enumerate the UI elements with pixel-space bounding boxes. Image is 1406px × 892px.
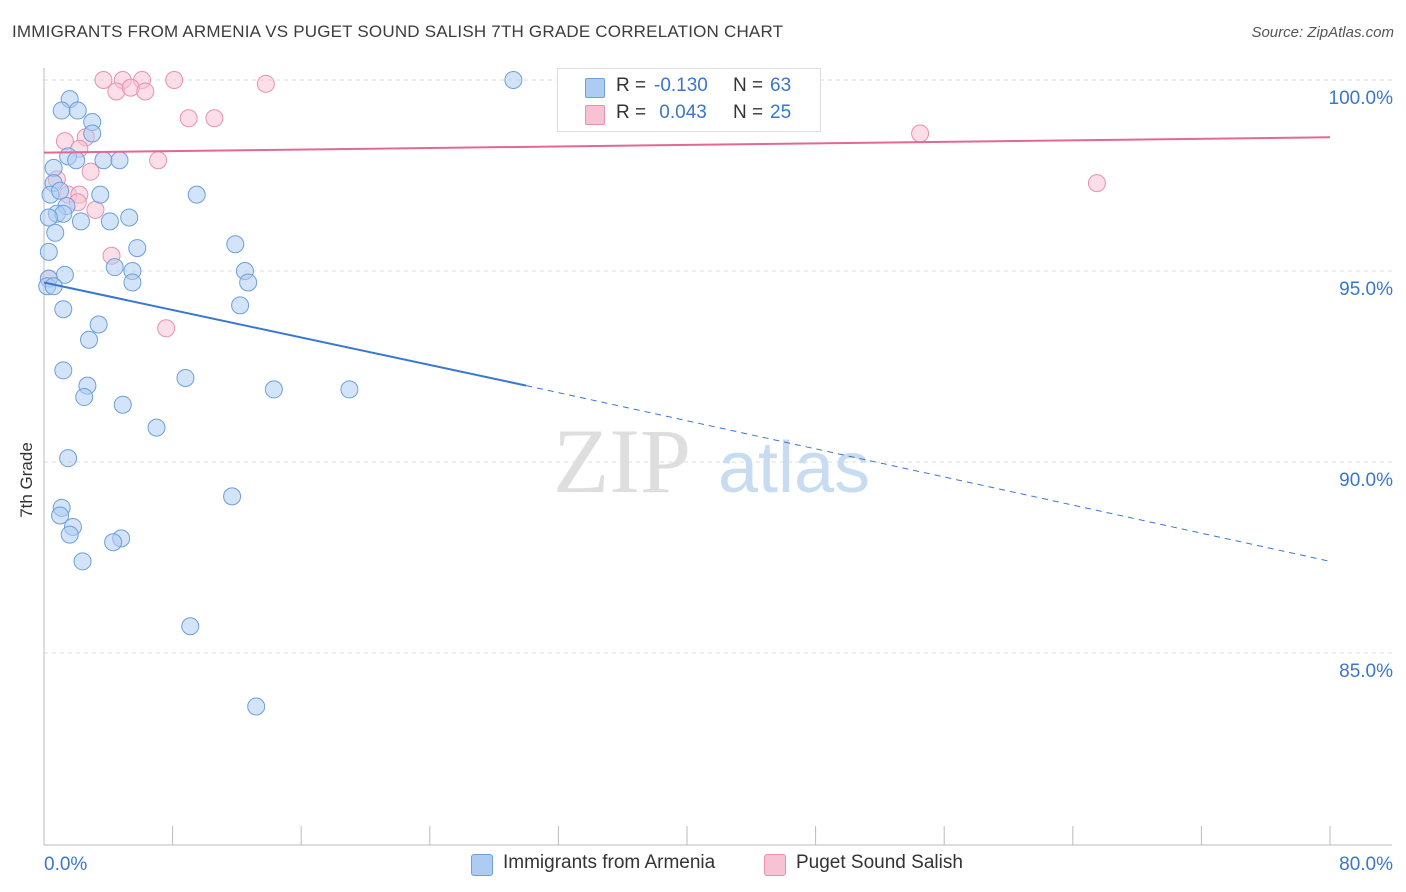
- data-point-pink: [86, 200, 105, 219]
- data-point-pink: [94, 71, 113, 89]
- bottom-legend-label-pink: Puget Sound Salish: [796, 852, 963, 873]
- data-point-blue: [128, 239, 147, 258]
- data-point-pink: [149, 151, 168, 170]
- data-point-blue: [91, 185, 110, 204]
- data-point-blue: [39, 208, 58, 227]
- data-point-blue: [264, 380, 283, 399]
- data-point-pink: [911, 124, 930, 143]
- blue-series-points: [38, 71, 523, 716]
- x-tick-label-max: 80.0%: [1339, 854, 1393, 875]
- data-point-blue: [110, 151, 129, 170]
- source-label: Source: ZipAtlas.com: [1251, 24, 1394, 41]
- watermark-atlas: atlas: [718, 428, 870, 508]
- data-point-blue: [83, 124, 102, 143]
- data-point-blue: [60, 525, 79, 544]
- data-point-blue: [46, 223, 65, 242]
- bottom-legend-swatch-pink: [764, 854, 786, 876]
- data-point-blue: [226, 235, 245, 254]
- data-point-blue: [147, 418, 166, 437]
- legend-n-value: 63: [770, 75, 792, 96]
- data-point-blue: [105, 258, 124, 277]
- data-point-blue: [54, 361, 73, 380]
- data-point-blue: [120, 208, 139, 227]
- trend-line-blue-extension: [526, 385, 1331, 562]
- data-point-pink: [1087, 174, 1106, 193]
- legend-n-value: 25: [770, 102, 792, 123]
- watermark: ZIP atlas: [553, 410, 870, 512]
- data-point-blue: [73, 552, 92, 571]
- data-point-blue: [181, 617, 200, 636]
- data-point-pink: [256, 74, 275, 93]
- chart-title: IMMIGRANTS FROM ARMENIA VS PUGET SOUND S…: [12, 22, 784, 41]
- trend-lines: [43, 136, 1331, 562]
- data-point-blue: [104, 533, 123, 552]
- data-point-blue: [504, 71, 523, 89]
- data-point-blue: [71, 212, 90, 231]
- gridlines: [44, 79, 1392, 654]
- data-point-blue: [54, 300, 73, 319]
- data-point-blue: [44, 158, 63, 177]
- y-axis-label: 7th Grade: [17, 442, 36, 518]
- data-point-blue: [340, 380, 359, 399]
- data-point-blue: [123, 273, 142, 292]
- bottom-legend-swatch-blue: [471, 854, 493, 876]
- trend-line-blue: [43, 281, 527, 387]
- data-point-blue: [113, 395, 132, 414]
- legend-n-label: N =: [733, 102, 764, 123]
- data-point-blue: [100, 212, 119, 231]
- data-point-blue: [247, 697, 266, 716]
- legend-r-value: -0.130: [654, 75, 708, 96]
- y-tick-label: 95.0%: [1339, 279, 1393, 300]
- trend-line-pink: [43, 136, 1331, 154]
- data-point-blue: [231, 296, 250, 315]
- legend-swatch-pink: [585, 105, 605, 125]
- data-point-pink: [205, 109, 224, 128]
- y-axis-label-wrap: 7th Grade: [12, 420, 42, 540]
- data-point-blue: [89, 315, 108, 334]
- data-point-pink: [165, 71, 184, 89]
- legend-n-label: N =: [733, 75, 764, 96]
- data-point-pink: [81, 162, 100, 181]
- data-point-blue: [80, 330, 99, 349]
- data-point-pink: [136, 82, 155, 101]
- legend-row-pink: R = 0.043 N = 25: [558, 100, 820, 128]
- data-point-blue: [68, 101, 87, 120]
- y-tick-label: 90.0%: [1339, 470, 1393, 491]
- legend-swatch-blue: [585, 78, 605, 98]
- data-point-blue: [51, 506, 70, 525]
- data-point-blue: [59, 449, 78, 468]
- stats-legend: R = -0.130 N = 63 R = 0.043 N = 25: [557, 68, 821, 132]
- data-point-blue: [176, 368, 195, 387]
- legend-r-value: 0.043: [654, 102, 707, 123]
- data-point-blue: [239, 273, 258, 292]
- data-point-blue: [187, 185, 206, 204]
- legend-r-label: R =: [616, 75, 647, 96]
- watermark-zip: ZIP: [553, 410, 691, 512]
- data-point-blue: [67, 151, 86, 170]
- data-point-blue: [52, 101, 71, 120]
- data-point-pink: [179, 109, 198, 128]
- data-point-blue: [51, 181, 70, 200]
- data-point-blue: [75, 388, 94, 407]
- data-point-blue: [94, 151, 113, 170]
- x-tick-label-min: 0.0%: [44, 854, 87, 875]
- axes: [43, 68, 1392, 846]
- bottom-legend-label-blue: Immigrants from Armenia: [503, 852, 716, 873]
- legend-r-label: R =: [616, 102, 647, 123]
- data-point-blue: [223, 487, 242, 506]
- data-point-pink: [157, 319, 176, 338]
- y-tick-label: 85.0%: [1339, 661, 1393, 682]
- tick-labels: 85.0% 90.0% 95.0% 100.0% 0.0% 80.0%: [44, 88, 1393, 875]
- legend-row-blue: R = -0.130 N = 63: [558, 73, 820, 101]
- data-point-blue: [39, 242, 58, 261]
- y-tick-label: 100.0%: [1329, 88, 1394, 109]
